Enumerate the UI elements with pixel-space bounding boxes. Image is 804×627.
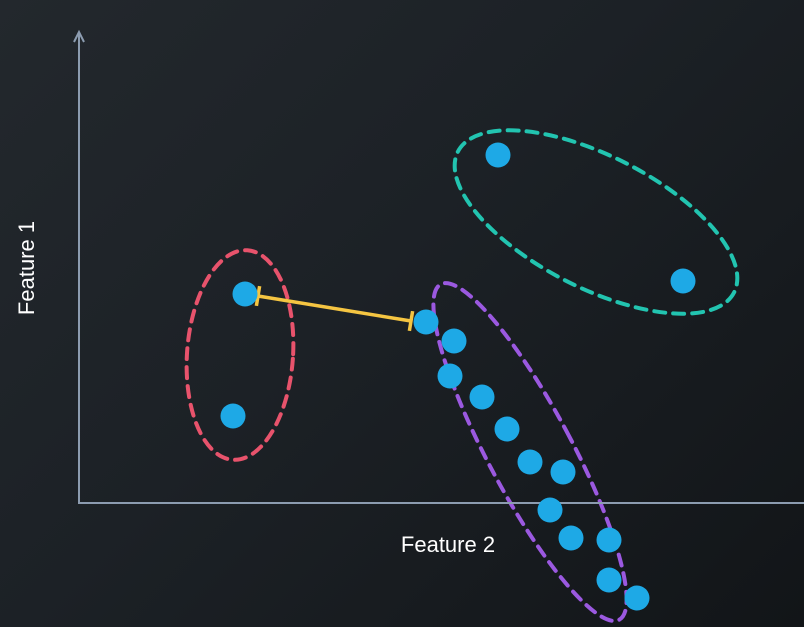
- data-point: [469, 384, 495, 410]
- data-point: [558, 525, 584, 551]
- data-point: [232, 281, 258, 307]
- data-point: [596, 527, 622, 553]
- cluster-outlines: [184, 128, 740, 623]
- cluster-outline-2: [452, 128, 740, 316]
- data-points: [220, 142, 696, 611]
- data-point: [494, 416, 520, 442]
- data-point: [220, 403, 246, 429]
- distance-link: [254, 285, 415, 332]
- link-cap-start: [254, 285, 262, 307]
- y-axis-label: Feature 1: [14, 221, 39, 315]
- link-cap-end: [407, 310, 415, 332]
- data-point: [441, 328, 467, 354]
- data-point: [537, 497, 563, 523]
- data-point: [670, 268, 696, 294]
- data-point: [517, 449, 543, 475]
- cluster-outline-3: [431, 281, 629, 623]
- data-point: [624, 585, 650, 611]
- data-point: [596, 567, 622, 593]
- data-point: [550, 459, 576, 485]
- data-point: [413, 309, 439, 335]
- cluster-outline-1: [184, 248, 296, 462]
- link-line: [257, 294, 412, 323]
- x-axis-label: Feature 2: [401, 532, 495, 557]
- data-point: [437, 363, 463, 389]
- data-point: [485, 142, 511, 168]
- y-axis-arrow-icon: [73, 29, 85, 43]
